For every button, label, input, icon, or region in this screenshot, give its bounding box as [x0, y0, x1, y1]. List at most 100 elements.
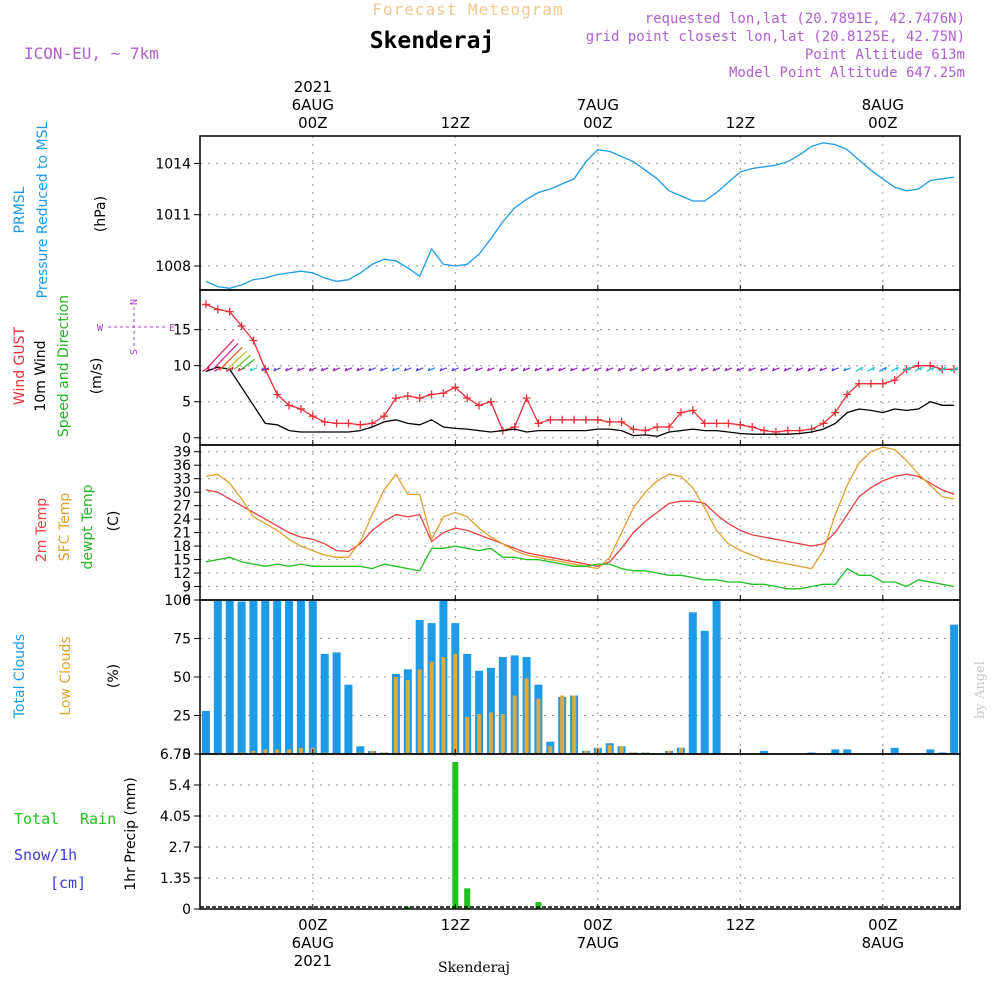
wind-direction-arrow: [380, 367, 388, 372]
gust-point-marker: [558, 415, 567, 424]
gust-point-marker: [676, 408, 685, 417]
bar-low-clouds: [512, 695, 517, 754]
y-tick-label: 15: [173, 553, 191, 569]
gust-direction-arrow: [219, 346, 243, 370]
top-axis-tick-label: 00Z: [583, 114, 612, 132]
y-tick-label: 50: [173, 670, 191, 686]
y-tick-label: 9: [182, 580, 191, 596]
label-ms: (m/s): [89, 358, 105, 395]
gust-point-marker: [712, 419, 721, 428]
panel-frame: [199, 135, 961, 291]
gust-point-marker: [593, 415, 602, 424]
gust-point-marker: [760, 426, 769, 435]
y-tick-label: 0: [182, 747, 191, 763]
gust-point-marker: [356, 420, 365, 429]
bar-low-clouds: [548, 746, 553, 754]
bar-low-clouds: [572, 695, 577, 754]
wind-direction-arrow: [498, 367, 507, 372]
label-prmsl: PRMSL: [12, 186, 28, 233]
wind-direction-arrow: [890, 366, 899, 372]
bar-rain: [535, 902, 542, 909]
panel-frame: [199, 753, 961, 910]
bar-low-clouds: [453, 653, 458, 754]
bar-total-clouds: [249, 600, 258, 754]
top-axis-tick-label: 00Z: [868, 114, 897, 132]
y-tick-label: 12: [173, 566, 191, 582]
bottom-axis-tick-label: 00Z: [868, 916, 897, 934]
bar-low-clouds: [667, 750, 672, 754]
wind-direction-arrow: [855, 366, 864, 372]
y-tick-label: 27: [173, 499, 191, 515]
gust-point-marker: [736, 420, 745, 429]
bar-total-clouds: [296, 600, 305, 754]
wind-direction-arrow: [760, 367, 768, 372]
bar-low-clouds: [477, 714, 482, 754]
y-tick-label: 30: [173, 485, 191, 501]
wind-direction-arrow: [950, 366, 959, 372]
panel-wind: 0 5 10 15: [173, 289, 961, 447]
bar-total-clouds: [950, 624, 959, 754]
bar-low-clouds: [393, 677, 398, 754]
gust-point-marker: [368, 419, 377, 428]
bar-low-clouds: [405, 680, 410, 754]
label-total-clouds: Total Clouds: [12, 634, 28, 719]
wind-direction-arrow: [724, 367, 733, 372]
bar-low-clouds: [441, 657, 446, 754]
gust-point-marker: [783, 426, 792, 435]
wind-direction-arrow: [819, 367, 828, 372]
y-tick-label: 24: [173, 512, 191, 528]
gust-point-marker: [332, 419, 341, 428]
bar-total-clouds: [344, 684, 353, 754]
y-tick-label: 100: [164, 593, 191, 609]
gust-point-marker: [724, 419, 733, 428]
top-axis-tick-label: 00Z: [298, 114, 327, 132]
panel-frame: [199, 289, 961, 446]
header-model: ICON-EU, ~ 7km: [24, 44, 159, 63]
bar-low-clouds: [524, 678, 529, 754]
wind-direction-arrow: [285, 367, 293, 372]
gust-point-marker: [831, 408, 840, 417]
gust-direction-arrow: [205, 338, 235, 370]
gust-direction-arrow: [212, 342, 239, 370]
bottom-axis-date-label: 7AUG: [577, 934, 619, 952]
bottom-axis-tick-label: 12Z: [726, 916, 755, 934]
bar-total-clouds: [926, 749, 935, 754]
gust-point-marker: [688, 406, 697, 415]
series-line-2m-temp: [205, 473, 955, 567]
wind-direction-arrow: [273, 367, 281, 372]
bar-total-clouds: [890, 747, 899, 754]
series-line-prmsl: [205, 142, 955, 289]
gust-point-marker: [819, 419, 828, 428]
series-line-wind-gust: [205, 303, 955, 433]
bar-low-clouds: [536, 698, 541, 754]
bar-total-clouds: [213, 600, 222, 754]
wind-direction-arrow: [261, 367, 270, 372]
wind-direction-arrow: [676, 367, 685, 372]
y-tick-label: 33: [173, 472, 191, 488]
wind-direction-arrow: [593, 367, 602, 372]
gust-point-marker: [463, 394, 472, 403]
bar-total-clouds: [700, 630, 709, 754]
wind-direction-arrow: [914, 366, 923, 372]
bottom-axis-year-label: 2021: [294, 952, 332, 970]
header-title: Forecast Meteogram: [372, 0, 563, 19]
wind-direction-arrow: [403, 367, 412, 372]
bottom-axis-tick-label: 00Z: [583, 916, 612, 934]
bar-low-clouds: [370, 750, 375, 754]
wind-direction-arrow: [451, 367, 460, 372]
bar-total-clouds: [201, 710, 210, 754]
wind-direction-arrow: [510, 367, 519, 372]
bar-low-clouds: [560, 695, 565, 754]
y-tick-label: 6.75: [160, 747, 191, 763]
label-2m-temp: 2m Temp: [34, 498, 50, 562]
label-speed-direction: Speed and Direction: [56, 295, 72, 437]
bar-total-clouds: [273, 600, 282, 754]
compass-west: W: [97, 323, 104, 334]
label-low-clouds: Low Clouds: [58, 636, 74, 715]
wind-direction-arrow: [534, 367, 543, 372]
gust-direction-arrow: [226, 350, 247, 370]
y-tick-label: 5: [182, 395, 191, 411]
wind-direction-arrow: [463, 367, 471, 372]
wind-direction-arrow: [783, 367, 792, 372]
gust-point-marker: [748, 422, 757, 431]
